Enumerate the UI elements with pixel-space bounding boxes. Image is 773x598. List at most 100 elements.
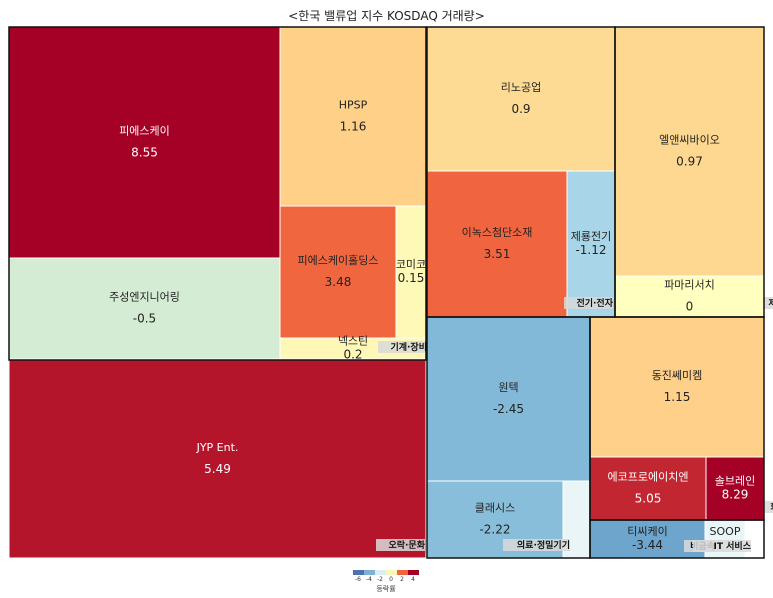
tile-value-label: -0.5 [133, 312, 156, 326]
tile-value-label: -2.45 [493, 402, 524, 416]
sector-label: 기계·장비 [390, 341, 427, 353]
tile-rect [614, 26, 765, 277]
legend-color-cell [375, 570, 386, 575]
legend-color-cell [386, 570, 397, 575]
legend-tick-label: 4 [411, 576, 415, 583]
sector-border [589, 519, 765, 559]
tile-value-label: 1.16 [340, 120, 367, 134]
tile-name-label: 넥스틴 [338, 335, 368, 348]
tile-value-label: 8.55 [131, 146, 158, 160]
legend-tick-label: -2 [377, 576, 383, 583]
tile-value-label: -2.22 [479, 523, 510, 537]
sector-label-bg [763, 297, 773, 309]
treemap: 피에스케이 8.55 주성엔지니어링 -0.5 JYP Ent. 5.49 HPSP 1.16… [8, 26, 773, 559]
tile-name-label: 에코프로에이치엔 [608, 471, 689, 484]
tile-value-label: 0.9 [511, 102, 530, 116]
tile-rect [8, 257, 281, 360]
tile-value-label: -3.44 [632, 538, 663, 552]
sector-label: 의료·정밀기기 [517, 539, 570, 551]
tile-name-label: 티씨케이 [627, 525, 667, 538]
tile-name-label: 피에스케이 [119, 125, 170, 138]
tile-name-label: 동진쎄미켐 [652, 369, 703, 382]
tile-name-label: 파마리서치 [664, 279, 715, 292]
sector-label: IT 서비스 [714, 540, 752, 552]
treemap-tile: 제룡전기-1.12 [566, 170, 616, 318]
tile-name-label: 솔브레인 [715, 475, 755, 488]
tile-value-label: -1.12 [575, 243, 606, 257]
tile-rect [279, 26, 427, 207]
sector-label-bg [564, 297, 613, 309]
legend-color-cell [408, 570, 419, 575]
tile-rect [589, 456, 707, 521]
legend-color-cell [397, 570, 408, 575]
tile-value-label: 0.97 [676, 155, 703, 169]
treemap-tile: SOOP [704, 519, 746, 559]
tile-name-label: JYP Ent. [196, 441, 239, 454]
tile-name-label: HPSP [339, 99, 368, 112]
treemap-tile: HPSP 1.16 [279, 26, 427, 207]
tile-name-label: 피에스케이홀딩스 [298, 254, 379, 267]
tile-rect [426, 170, 568, 318]
chart-title: <한국 밸류업 지수 KOSDAQ 거래량> [288, 9, 485, 23]
tile-name-label: 원텍 [498, 381, 518, 394]
treemap-tile: 엘앤씨바이오 0.97 [614, 26, 765, 277]
tile-name-label: 클래시스 [475, 502, 515, 515]
tile-rect [589, 316, 765, 458]
treemap-tile: 파마리서치 0 [614, 275, 765, 318]
tile-value-label: 0.15 [398, 271, 425, 285]
tiles-layer: 피에스케이 8.55 주성엔지니어링 -0.5 JYP Ent. 5.49 HPSP 1.16… [8, 26, 765, 559]
treemap-tile: 피에스케이홀딩스 3.48 [279, 205, 397, 339]
tile-name-label: 리노공업 [501, 81, 541, 94]
treemap-tile: 에코프로에이치엔 5.05 [589, 456, 707, 521]
legend-title: 등락률 [376, 585, 396, 593]
legend-color-cell [364, 570, 375, 575]
tile-rect [279, 205, 397, 339]
legend-tick-label: 2 [400, 576, 404, 583]
treemap-tile: 리노공업 0.9 [426, 26, 616, 172]
legend-tick-label: -6 [355, 576, 361, 583]
legend-color-cell [353, 570, 364, 575]
sector-label-bg [693, 540, 751, 552]
tile-value-label: 0 [686, 300, 694, 314]
tile-name-label: 코미코 [396, 258, 426, 271]
color-legend: -6 -4 -2 0 2 4 등락률 [353, 570, 419, 596]
tile-name-label: 이녹스첨단소재 [462, 226, 533, 239]
sector-label-bg [503, 539, 570, 551]
treemap-tile: 티씨케이-3.44 [589, 519, 706, 559]
treemap-tile: 이녹스첨단소재 3.51 [426, 170, 568, 318]
tile-value-label: 8.29 [722, 488, 749, 502]
sector-label-bg [765, 501, 773, 513]
sector-label: 전기·전자 [576, 297, 613, 309]
sector-label-bg [376, 539, 425, 551]
tile-name-label: 주성엔지니어링 [109, 291, 180, 304]
sector-label-bg [378, 341, 427, 353]
legend-tick-label: -4 [366, 576, 372, 583]
sector-label: 제약 [768, 297, 773, 309]
tile-rect [426, 316, 591, 482]
tile-value-label: 3.48 [325, 275, 352, 289]
treemap-tile: 원텍 -2.45 [426, 316, 591, 482]
tile-value-label: 1.15 [664, 390, 691, 404]
tile-value-label: 3.51 [484, 247, 511, 261]
treemap-tile: JYP Ent. 5.49 [8, 359, 427, 559]
tile-rect [8, 26, 281, 259]
sector-border [8, 26, 427, 361]
tile-value-label: 5.49 [204, 462, 231, 476]
tile-rect [426, 26, 616, 172]
tile-name-label: SOOP [710, 525, 741, 538]
tile-value-label: 0.2 [343, 348, 362, 362]
tile-rect [566, 170, 616, 318]
tile-rect [8, 359, 427, 559]
tile-name-label: 엘앤씨바이오 [659, 134, 720, 147]
treemap-tile: 주성엔지니어링 -0.5 [8, 257, 281, 360]
sector-label: 화학 [770, 501, 773, 513]
tile-name-label: 제룡전기 [571, 230, 611, 243]
tile-value-label: 5.05 [635, 492, 662, 506]
legend-tick-label: 0 [389, 576, 393, 583]
treemap-tile: 피에스케이 8.55 [8, 26, 281, 259]
treemap-tile: 동진쎄미켐 1.15 [589, 316, 765, 458]
sector-label: 오락·문화 [388, 539, 425, 551]
